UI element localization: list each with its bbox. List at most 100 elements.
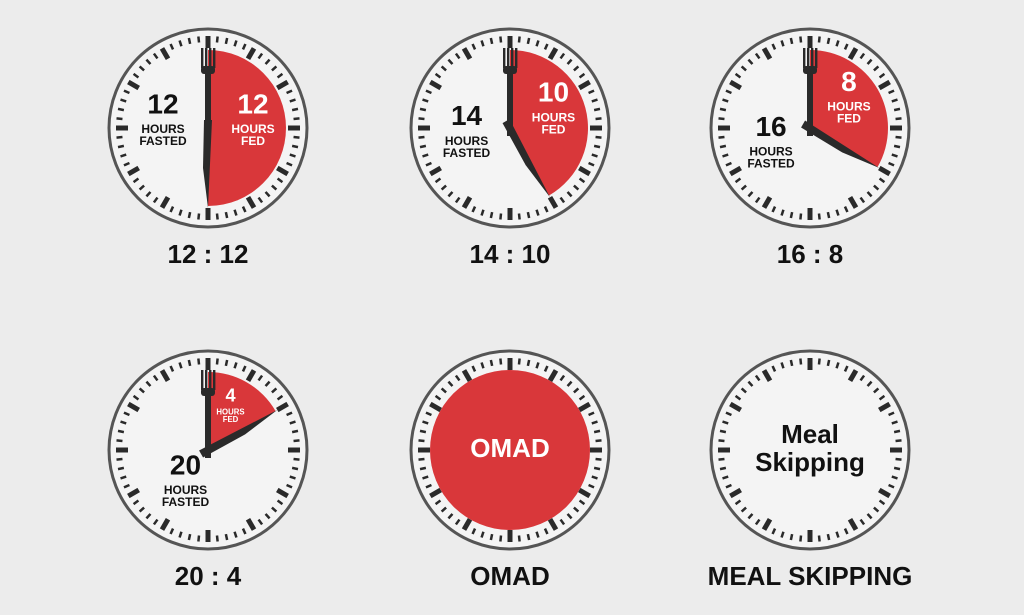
clock-tick [543, 43, 549, 50]
clock-tick [289, 153, 296, 158]
clock-tick [866, 58, 873, 65]
clock-tick [138, 387, 145, 394]
clock-tick [799, 36, 803, 43]
clock-tick [276, 499, 284, 506]
fed-number: 12 [237, 88, 268, 119]
clock-tick [895, 135, 902, 139]
clock-tick [425, 483, 432, 489]
clock-tick [271, 184, 278, 191]
clock-tick [471, 206, 477, 213]
clock-tick [138, 506, 145, 513]
clock-tick [293, 457, 300, 461]
clock-tick [535, 40, 540, 47]
clock-tick [264, 380, 271, 387]
clock-tick [740, 387, 747, 394]
clock-tick [878, 487, 891, 499]
clock-tick [117, 466, 125, 471]
clock-tick [734, 72, 742, 79]
clock-tick [878, 394, 886, 401]
clock-tick [719, 466, 727, 471]
clock-tick [593, 466, 601, 471]
fork-hand [507, 73, 513, 136]
clock-tick [761, 196, 773, 209]
fork-tine [515, 48, 518, 68]
clock-tick [434, 72, 442, 79]
clock-tick [895, 457, 902, 461]
clock-tick [447, 513, 454, 520]
clock-tick [740, 65, 747, 72]
clock-tick [418, 135, 425, 139]
fasted-number: 16 [755, 111, 786, 142]
clock-tick [132, 394, 140, 401]
clock-tick [257, 52, 264, 60]
fork-hand [803, 66, 817, 74]
clock-tick [169, 206, 175, 213]
fasted-label: FASTED [443, 146, 491, 160]
clock-tick [891, 98, 898, 103]
clock-tick [761, 369, 773, 382]
clock-tick [771, 528, 777, 535]
clock-tick [289, 98, 296, 103]
clock-tick [489, 533, 494, 541]
clock-tick [422, 153, 429, 158]
clock-tick [866, 191, 873, 198]
clock-tick [117, 107, 125, 112]
clock-tick [499, 358, 503, 365]
fork-tine [803, 48, 806, 68]
clock-caption: 16 : 8 [777, 239, 844, 269]
clock-tick [859, 374, 866, 382]
clock-tick [891, 153, 898, 158]
clock-tick [224, 533, 229, 541]
clock-tick [224, 211, 229, 219]
clock-tick [197, 36, 201, 43]
clock-tick [454, 374, 461, 382]
clock-tick [517, 358, 521, 365]
clock-tick [197, 535, 201, 542]
clock-tick [547, 369, 559, 382]
clock-tick [123, 161, 130, 167]
clock-tick [418, 117, 425, 121]
clock-tick [152, 52, 159, 60]
clock-tick [526, 37, 531, 45]
clock-tick [440, 65, 447, 72]
clock-tick [289, 420, 296, 425]
clock-tick [573, 184, 580, 191]
clock: OMAD OMAD [409, 349, 611, 591]
clock-tick [722, 420, 729, 425]
clock-tick [859, 196, 866, 204]
fasted-label: FASTED [747, 157, 795, 171]
clock-tick [271, 65, 278, 72]
clock-tick [241, 365, 247, 372]
clock-tick [547, 47, 559, 60]
clock-tick [461, 369, 473, 382]
fed-label: FED [541, 123, 565, 137]
clock-tick [276, 487, 289, 499]
clock-tick [241, 528, 247, 535]
fork-hand [201, 388, 215, 396]
clock-tick [559, 196, 566, 204]
clock-tick [461, 196, 473, 209]
clock-tick [799, 358, 803, 365]
clock-tick [127, 487, 140, 499]
clock-tick [276, 401, 289, 413]
clock-tick [264, 513, 271, 520]
clock-tick [878, 499, 886, 506]
clock-tick [499, 535, 503, 542]
omad-disc [430, 370, 590, 530]
fed-number: 8 [841, 66, 857, 97]
clock-tick [817, 358, 821, 365]
clock-tick [197, 358, 201, 365]
clock-tick [535, 531, 540, 538]
clock-tick [878, 165, 891, 177]
clock-tick [826, 37, 831, 45]
clock-tick [847, 369, 859, 382]
center-text: OMAD [470, 433, 549, 463]
clock-tick [725, 483, 732, 489]
knife-hand [801, 120, 880, 168]
clock-tick [873, 65, 880, 72]
clock-tick [215, 213, 219, 220]
clock-tick [789, 359, 794, 367]
fork-tine [213, 370, 216, 390]
clock-tick [740, 184, 747, 191]
clock-tick [578, 401, 591, 413]
